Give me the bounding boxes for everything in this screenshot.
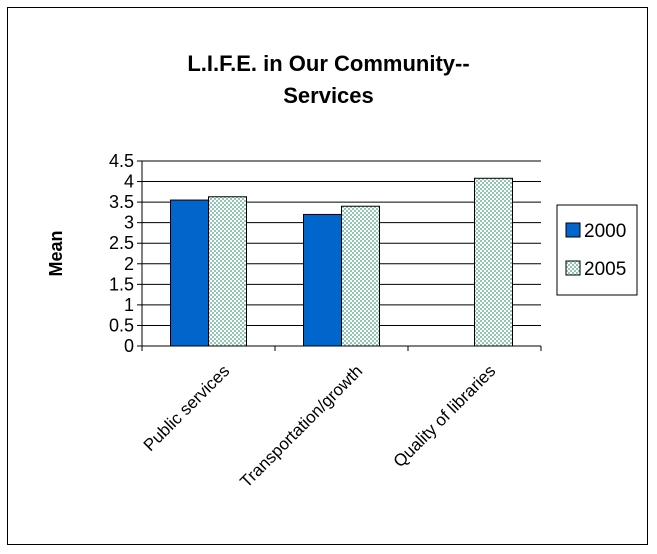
- x-category-label: Quality of libraries: [390, 361, 500, 471]
- chart-title: L.I.F.E. in Our Community-- Services: [0, 48, 657, 112]
- y-tick-label: 4.5: [109, 151, 134, 171]
- y-tick-label: 3: [124, 213, 134, 233]
- legend-swatch-2005: [565, 260, 581, 276]
- bar-2005-0: [208, 196, 247, 347]
- x-category-label: Public services: [140, 361, 234, 455]
- y-tick-label: 4: [124, 172, 134, 192]
- bars: [170, 177, 513, 347]
- y-tick-label: 0: [124, 336, 134, 356]
- y-tick-label: 2.5: [109, 233, 134, 253]
- chart-title-line-1: L.I.F.E. in Our Community--: [187, 51, 470, 76]
- y-tick-label: 3.5: [109, 192, 134, 212]
- bar-2005-2: [474, 177, 513, 347]
- axes: [137, 160, 542, 351]
- chart-title-line-2: Services: [283, 83, 374, 108]
- y-axis-title: Mean: [46, 230, 66, 276]
- bar-2005-1: [341, 205, 380, 347]
- y-tick-label: 1.5: [109, 274, 134, 294]
- legend-box: [556, 204, 638, 296]
- y-tick-label: 0.5: [109, 315, 134, 335]
- y-tick-label: 2: [124, 254, 134, 274]
- legend-label-2000: 2000: [584, 221, 626, 242]
- bar-2000-1: [303, 213, 342, 347]
- legend-label-2005: 2005: [584, 259, 626, 280]
- bar-2000-0: [170, 199, 209, 347]
- legend: 2000 2005: [556, 204, 638, 296]
- x-category-label: Transportation/growth: [236, 361, 366, 491]
- legend-swatch-2000: [565, 222, 581, 238]
- y-tick-label: 1: [124, 295, 134, 315]
